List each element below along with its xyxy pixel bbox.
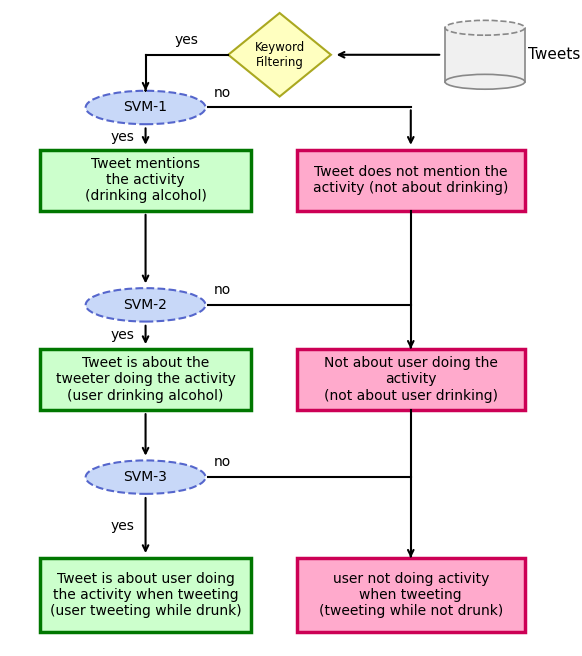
Text: Not about user doing the
activity
(not about user drinking): Not about user doing the activity (not a… (324, 356, 498, 403)
Text: no: no (214, 455, 231, 470)
Bar (445, 28, 525, 82)
Text: Tweet is about user doing
the activity when tweeting
(user tweeting while drunk): Tweet is about user doing the activity w… (49, 571, 242, 618)
Text: SVM-2: SVM-2 (123, 298, 168, 312)
FancyBboxPatch shape (40, 558, 251, 632)
Ellipse shape (445, 20, 525, 35)
FancyBboxPatch shape (40, 349, 251, 410)
Text: Tweet mentions
the activity
(drinking alcohol): Tweet mentions the activity (drinking al… (84, 157, 207, 203)
Text: yes: yes (111, 130, 134, 144)
Text: Tweets: Tweets (528, 47, 580, 62)
FancyBboxPatch shape (297, 558, 525, 632)
Text: no: no (214, 283, 231, 297)
Ellipse shape (86, 91, 205, 124)
Ellipse shape (86, 288, 205, 321)
Text: yes: yes (111, 328, 134, 342)
Text: Tweet does not mention the
activity (not about drinking): Tweet does not mention the activity (not… (313, 165, 509, 195)
Text: no: no (214, 86, 231, 100)
Text: yes: yes (175, 33, 199, 47)
Text: Keyword
Filtering: Keyword Filtering (254, 41, 305, 69)
Ellipse shape (86, 461, 205, 494)
Text: SVM-1: SVM-1 (123, 100, 168, 115)
Ellipse shape (445, 74, 525, 89)
Polygon shape (228, 13, 331, 96)
Text: SVM-3: SVM-3 (123, 470, 168, 484)
FancyBboxPatch shape (297, 349, 525, 410)
Text: user not doing activity
when tweeting
(tweeting while not drunk): user not doing activity when tweeting (t… (319, 571, 503, 618)
FancyBboxPatch shape (297, 150, 525, 211)
FancyBboxPatch shape (40, 150, 251, 211)
Text: Tweet is about the
tweeter doing the activity
(user drinking alcohol): Tweet is about the tweeter doing the act… (56, 356, 236, 403)
Text: yes: yes (111, 519, 134, 533)
